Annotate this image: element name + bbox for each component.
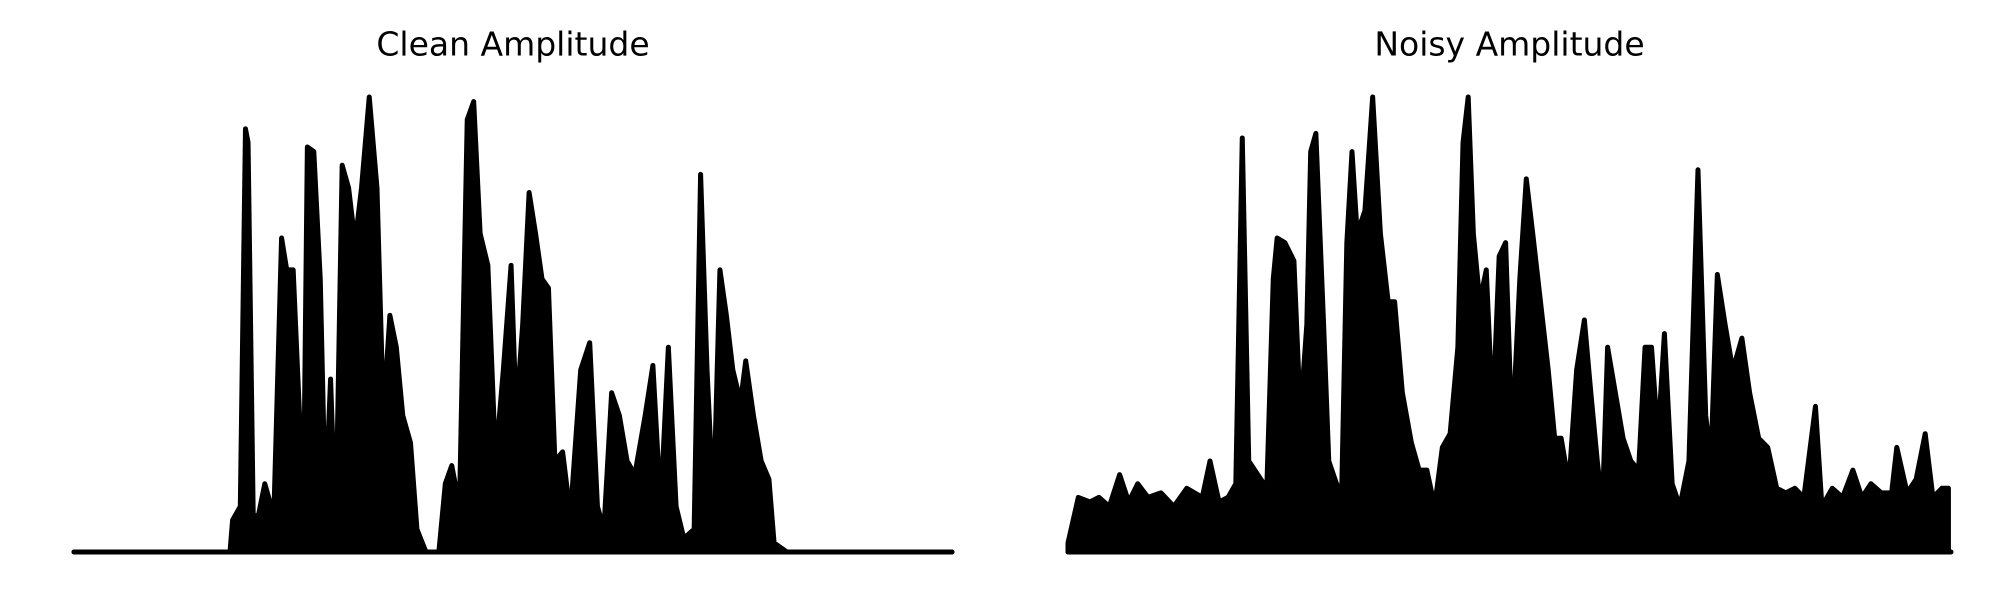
chart-title: Clean Amplitude: [376, 25, 649, 64]
chart-title: Noisy Amplitude: [1374, 25, 1644, 64]
amplitude-area: [1065, 94, 1951, 555]
amplitude-area: [71, 94, 955, 555]
